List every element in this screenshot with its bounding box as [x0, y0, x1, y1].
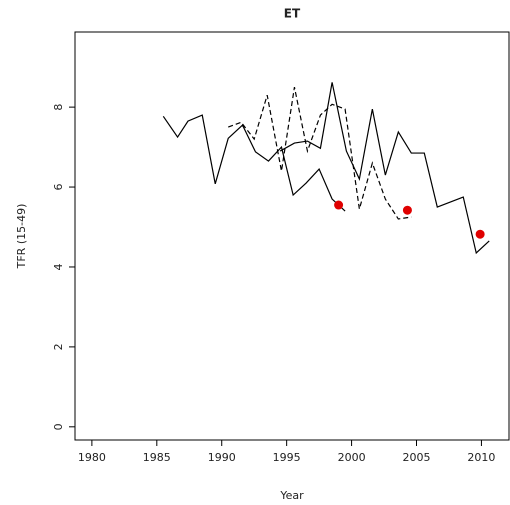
chart-title: ET	[284, 7, 301, 21]
y-axis-label: TFR (15-49)	[15, 204, 28, 270]
data-point	[402, 205, 412, 215]
y-tick-label: 8	[52, 104, 65, 111]
y-tick-label: 0	[52, 423, 65, 430]
x-axis-label: Year	[279, 489, 304, 502]
x-tick-label: 2005	[403, 451, 431, 464]
y-tick-label: 6	[52, 184, 65, 191]
x-tick-label: 2010	[467, 451, 495, 464]
x-tick-label: 1990	[208, 451, 236, 464]
x-tick-label: 1980	[78, 451, 106, 464]
y-tick-label: 2	[52, 343, 65, 350]
plot-box	[74, 31, 510, 441]
x-tick-label: 1985	[143, 451, 171, 464]
data-point	[475, 229, 485, 239]
y-tick-label: 4	[52, 263, 65, 270]
series-line	[228, 87, 412, 220]
x-tick-label: 1995	[273, 451, 301, 464]
x-tick-label: 2000	[338, 451, 366, 464]
series-line	[279, 82, 490, 255]
series-line	[162, 114, 346, 212]
data-point	[334, 200, 344, 210]
